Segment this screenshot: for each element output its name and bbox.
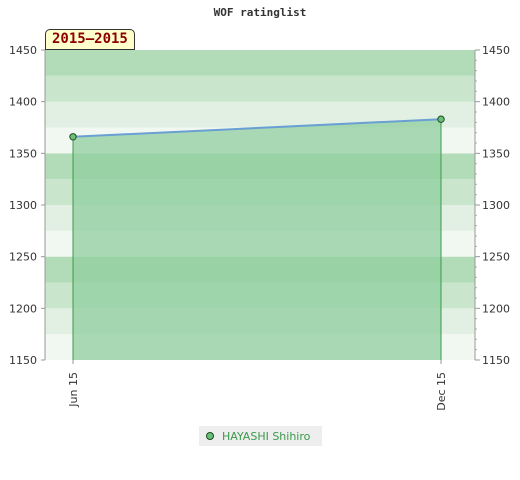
y-tick-label-right: 1150 <box>482 354 510 367</box>
area-layer <box>72 118 442 360</box>
y-tick-label-left: 1200 <box>9 302 37 315</box>
y-axis-right: 1150 1200 1250 1300 1350 1400 1450 <box>475 44 510 367</box>
y-tick-label-right: 1300 <box>482 199 510 212</box>
y-tick-label-right: 1200 <box>482 302 510 315</box>
points-layer <box>69 115 445 141</box>
y-tick-label-right: 1450 <box>482 44 510 57</box>
y-tick-label-right: 1250 <box>482 251 510 264</box>
y-tick-label-left: 1450 <box>9 44 37 57</box>
y-tick-label-left: 1250 <box>9 251 37 264</box>
y-tick-label-left: 1300 <box>9 199 37 212</box>
series-area <box>73 119 441 360</box>
y-tick-label-left: 1150 <box>9 354 37 367</box>
y-tick-label-left: 1400 <box>9 96 37 109</box>
data-point <box>69 133 77 141</box>
x-tick-label: Dec 15 <box>435 372 448 411</box>
y-axis-left: 1150 1200 1250 1300 1350 1400 1450 <box>9 44 45 367</box>
y-tick-label-left: 1350 <box>9 147 37 160</box>
x-axis: Jun 15 Dec 15 <box>67 360 448 411</box>
legend[interactable]: HAYASHI Shihiro <box>199 426 322 446</box>
y-tick-label-right: 1400 <box>482 96 510 109</box>
x-tick-label: Jun 15 <box>67 372 80 408</box>
series-line <box>72 118 442 138</box>
data-point <box>437 115 445 123</box>
legend-marker-icon <box>206 432 214 440</box>
background-band <box>45 50 475 76</box>
chart-title: WOF ratinglist <box>213 6 307 19</box>
legend-label: HAYASHI Shihiro <box>222 429 311 443</box>
period-badge: 2015–2015 <box>45 29 135 50</box>
background-band <box>45 75 475 102</box>
y-tick-label-right: 1350 <box>482 147 510 160</box>
